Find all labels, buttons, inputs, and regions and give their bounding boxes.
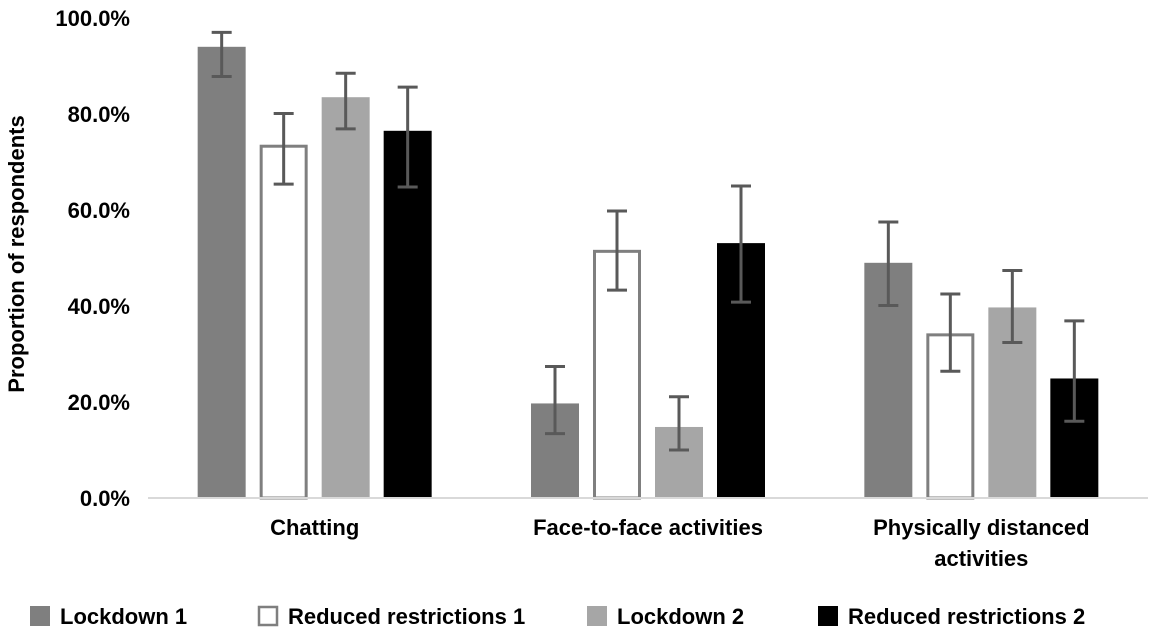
y-tick-label: 20.0%	[68, 390, 130, 415]
bar-group	[197, 46, 1099, 500]
legend-swatch	[587, 606, 607, 626]
bar	[321, 97, 370, 498]
bar	[259, 144, 308, 500]
y-axis-title: Proportion of respondents	[4, 115, 29, 392]
legend-label: Reduced restrictions 1	[288, 604, 525, 629]
y-tick-label: 0.0%	[80, 486, 130, 511]
legend-swatch	[257, 605, 279, 627]
category-label-line: Physically distanced	[873, 515, 1089, 540]
y-tick-label: 60.0%	[68, 198, 130, 223]
category-label-line: Face-to-face activities	[533, 515, 763, 540]
category-label-line: Chatting	[270, 515, 359, 540]
y-tick-label: 80.0%	[68, 102, 130, 127]
category-label: Chatting	[270, 515, 359, 540]
legend-swatch	[30, 606, 50, 626]
legend: Lockdown 1 Reduced restrictions 1 Lockdown…	[30, 604, 1085, 629]
bar	[197, 46, 246, 499]
y-tick-label: 40.0%	[68, 294, 130, 319]
legend-label: Lockdown 1	[60, 604, 187, 629]
legend-label: Lockdown 2	[617, 604, 744, 629]
category-labels: Chatting Face-to-face activities Physicall…	[270, 515, 1089, 571]
y-axis-tick-labels: 0.0% 20.0% 40.0% 60.0% 80.0% 100.0%	[55, 6, 130, 511]
legend-label: Reduced restrictions 2	[848, 604, 1085, 629]
bar	[383, 130, 432, 499]
category-label: Face-to-face activities	[533, 515, 763, 540]
y-tick-label: 100.0%	[55, 6, 130, 31]
legend-swatch	[818, 606, 838, 626]
category-label: Physically distanced activities	[873, 515, 1089, 571]
category-label-line: activities	[934, 546, 1028, 571]
error-bar-group	[211, 30, 1085, 452]
